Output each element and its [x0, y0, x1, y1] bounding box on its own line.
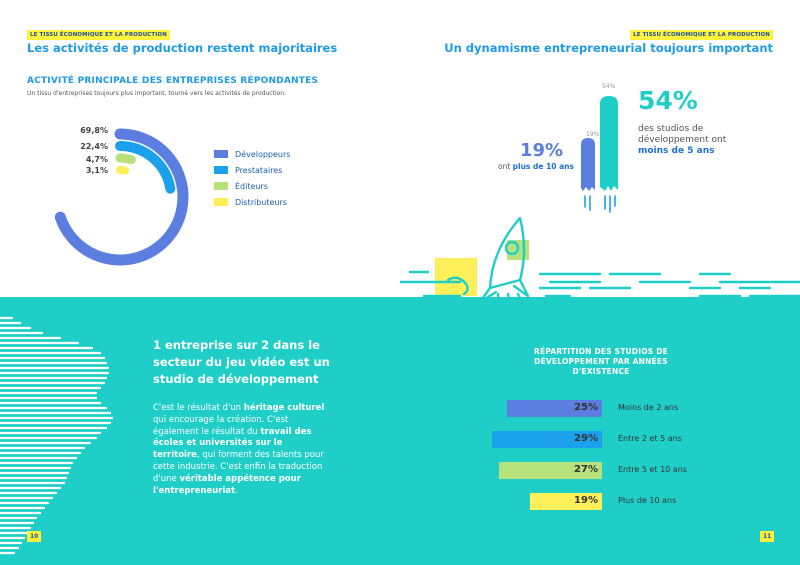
page-headline: Les activités de production restent majo…	[27, 41, 338, 55]
distribution-value: 25%	[574, 402, 598, 413]
body-paragraph: C'est le résultat d'un héritage culturel…	[153, 403, 325, 496]
distribution-bar: 25%	[507, 400, 602, 417]
chart-legend: Développeurs Prestataires Éditeurs Distribu…	[214, 146, 290, 210]
legend-swatch	[214, 150, 228, 158]
donut-value-label: 22,4%	[80, 142, 108, 151]
distribution-value: 19%	[574, 495, 598, 506]
distribution-value: 27%	[574, 464, 598, 475]
stat-big-value: 54%	[638, 86, 698, 115]
distribution-label: Moins de 2 ans	[618, 403, 679, 412]
legend-swatch	[214, 198, 228, 206]
distribution-bar: 27%	[499, 462, 602, 479]
legend-label: Éditeurs	[235, 181, 268, 191]
bar-under-5-years	[581, 138, 595, 191]
age-bars-illustration	[581, 96, 618, 213]
section-tag: LE TISSU ÉCONOMIQUE ET LA PRODUCTION	[630, 30, 773, 40]
distribution-label: Entre 5 et 10 ans	[618, 465, 687, 474]
section-tag: LE TISSU ÉCONOMIQUE ET LA PRODUCTION	[27, 30, 170, 40]
donut-value-label: 4,7%	[85, 155, 108, 164]
page-number: 10	[27, 531, 42, 542]
bar-over-10-years	[600, 96, 618, 191]
distribution-row: 27% Entre 5 et 10 ans	[400, 462, 800, 479]
donut-slice-d-veloppeurs	[54, 128, 189, 266]
distribution-row: 29% Entre 2 et 5 ans	[400, 431, 800, 448]
distribution-row: 19% Plus de 10 ans	[400, 493, 800, 510]
rocket-icon	[446, 216, 558, 330]
legend-label: Prestataires	[235, 165, 283, 175]
page-right: LE TISSU ÉCONOMIQUE ET LA PRODUCTION Un …	[400, 0, 800, 565]
chart-subtitle: Un tissu d'entreprises toujours plus imp…	[27, 90, 286, 97]
stat-small-description: ont plus de 10 ans	[497, 162, 574, 171]
legend-item: Prestataires	[214, 162, 290, 178]
page-number: 11	[760, 531, 775, 542]
legend-item: Développeurs	[214, 146, 290, 162]
distribution-value: 29%	[574, 433, 598, 444]
legend-label: Développeurs	[235, 149, 291, 159]
distribution-row: 25% Moins de 2 ans	[400, 400, 800, 417]
speed-lines	[400, 270, 800, 298]
stat-big-description: des studios de développement ont moins d…	[638, 124, 727, 156]
donut-slice--diteurs	[115, 153, 136, 165]
distribution-bar: 19%	[529, 493, 602, 510]
legend-item: Éditeurs	[214, 178, 290, 194]
donut-slice-prestataires	[115, 141, 176, 194]
page-headline: Un dynamisme entrepreneurial toujours im…	[444, 41, 773, 55]
donut-chart	[54, 128, 189, 266]
rocket-illustration	[400, 216, 800, 330]
legend-swatch	[214, 166, 228, 174]
teal-band	[0, 297, 400, 565]
bar-label-tall: 54%	[602, 83, 616, 90]
rocket-trails	[584, 195, 616, 213]
highlight-heading: 1 entreprise sur 2 dans le secteur du je…	[153, 338, 330, 386]
page-left: LE TISSU ÉCONOMIQUE ET LA PRODUCTION Les…	[0, 30, 400, 565]
legend-item: Distributeurs	[214, 194, 290, 210]
donut-value-label: 69,8%	[80, 126, 108, 135]
legend-swatch	[214, 182, 228, 190]
bar-label-short: 19%	[586, 131, 600, 138]
legend-label: Distributeurs	[235, 197, 287, 207]
distribution-bar: 29%	[491, 431, 602, 448]
chart-title: ACTIVITÉ PRINCIPALE DES ENTREPRISES RÉPO…	[27, 76, 319, 86]
decorative-stripes	[0, 316, 114, 555]
donut-slice-distributeurs	[116, 166, 130, 175]
distribution-title: RÉPARTITION DES STUDIOS DE DÉVELOPPEMENT…	[534, 347, 668, 376]
distribution-label: Plus de 10 ans	[618, 496, 677, 505]
donut-value-label: 3,1%	[85, 166, 108, 175]
distribution-label: Entre 2 et 5 ans	[618, 434, 682, 443]
stat-small-value: 19%	[520, 140, 564, 161]
